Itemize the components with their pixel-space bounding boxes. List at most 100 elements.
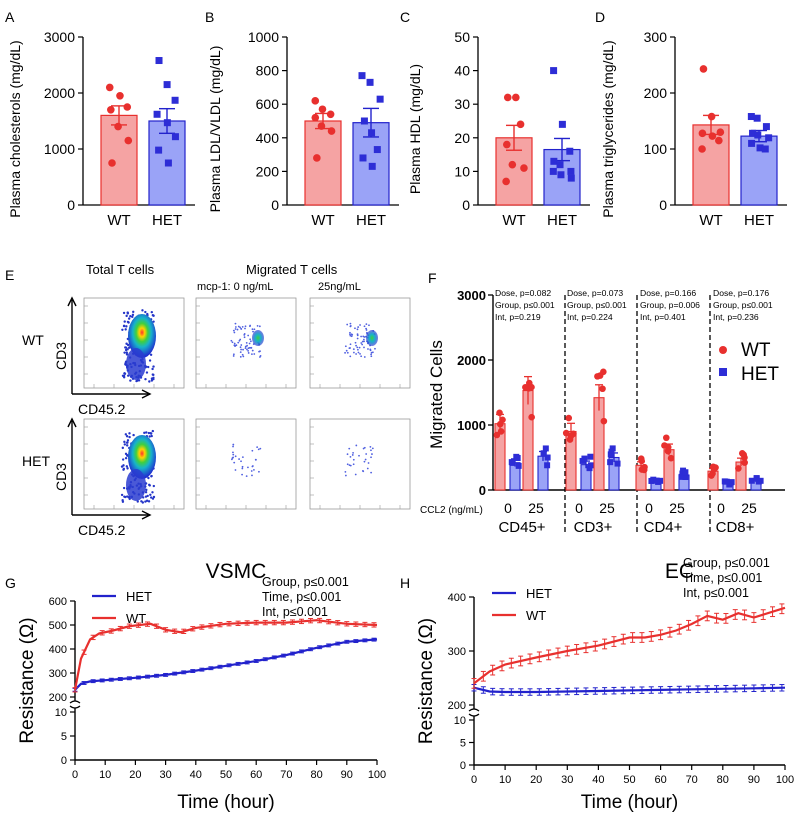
event-dot: [244, 347, 247, 350]
event-dot: [148, 380, 151, 383]
data-point-het: [373, 146, 381, 154]
event-dot: [258, 470, 260, 473]
data-point-het: [765, 134, 773, 142]
event-dot: [125, 353, 129, 356]
event-dot: [128, 435, 131, 439]
event-dot: [151, 314, 155, 317]
event-dot: [359, 352, 361, 355]
data-point-het: [749, 129, 757, 137]
event-dot: [123, 495, 126, 498]
data-point-het: [544, 454, 551, 461]
event-dot: [349, 334, 352, 337]
event-dot: [241, 325, 244, 328]
population-density: [128, 435, 156, 479]
y-tick-label: 200: [256, 163, 280, 179]
event-dot: [370, 353, 372, 356]
population-density: [128, 314, 156, 358]
event-dot: [150, 434, 153, 438]
event-dot: [129, 315, 132, 318]
event-dot: [244, 345, 247, 348]
x-tick-label: 80: [310, 769, 322, 781]
data-point-wt: [116, 92, 124, 100]
event-dot: [363, 460, 366, 463]
event-dot: [124, 456, 128, 460]
event-dot: [249, 325, 251, 328]
event-dot: [126, 454, 129, 457]
event-dot: [123, 443, 127, 446]
x-tick-label: WT: [107, 212, 130, 229]
legend-marker-het: [719, 368, 727, 376]
data-point-het: [678, 473, 685, 480]
event-dot: [352, 348, 355, 351]
event-dot: [346, 351, 349, 354]
x-tick-label: HET: [744, 212, 774, 229]
x-tick-label: HET: [356, 212, 386, 229]
data-point-wt: [708, 132, 717, 140]
data-point-het: [761, 145, 769, 153]
data-point-het: [753, 114, 761, 122]
event-dot: [374, 347, 376, 350]
stats-line: Int, p=0.219: [495, 312, 541, 322]
legend-label-wt: WT: [741, 340, 771, 361]
event-dot: [364, 458, 367, 461]
data-point-het: [762, 123, 770, 131]
axis-break: [69, 705, 81, 709]
event-dot: [240, 460, 242, 463]
data-point-het: [155, 146, 163, 154]
header-25: 25ng/mL: [318, 281, 361, 293]
stats-line: Group, p=0.006: [640, 300, 700, 310]
data-point-wt: [311, 113, 320, 122]
event-dot: [355, 444, 358, 447]
data-point-het: [748, 477, 755, 484]
event-dot: [144, 310, 147, 314]
event-dot: [370, 449, 372, 452]
event-dot: [349, 347, 351, 349]
panel-c: C 0 10 20 30 40 50 Plasma HDL (mg/dL) WT HET: [400, 9, 590, 229]
event-dot: [349, 464, 352, 467]
axis-label-cd45: CD45.2: [78, 522, 126, 538]
dose-tick-label: 0: [717, 500, 725, 516]
event-dot: [125, 495, 129, 498]
y-axis-label: Plasma LDL/VLDL (mg/dL): [207, 46, 223, 213]
data-point-wt: [667, 454, 675, 462]
data-point-het: [558, 120, 566, 128]
x-tick-label: 20: [530, 774, 542, 786]
series-line-het: [74, 638, 378, 691]
event-dot: [367, 462, 370, 464]
y-tick-label: 20: [454, 130, 470, 146]
event-dot: [370, 456, 372, 459]
dose-tick-label: 25: [528, 500, 544, 516]
data-point-wt: [105, 83, 114, 92]
dose-tick-label: 0: [575, 500, 583, 516]
data-point-wt: [512, 93, 520, 102]
event-dot: [366, 467, 369, 470]
arrow-head: [141, 389, 152, 399]
event-dot: [132, 433, 135, 437]
event-dot: [249, 340, 252, 343]
data-point-het: [608, 448, 615, 455]
data-point-wt: [562, 429, 570, 437]
y-tick-label: 300: [49, 668, 67, 680]
chart-title: EC: [665, 560, 694, 583]
event-dot: [251, 349, 254, 352]
panel-letter: G: [5, 575, 16, 591]
event-dot: [239, 351, 242, 354]
event-dot: [371, 453, 373, 455]
stats-line: Int, p≤0.001: [683, 586, 749, 600]
arrow-head: [67, 417, 77, 428]
event-dot: [244, 327, 246, 330]
y-tick-label: 0: [271, 197, 279, 213]
y-tick-label: 800: [256, 63, 280, 79]
event-dot: [257, 448, 260, 451]
event-dot: [243, 333, 246, 335]
data-point-wt: [528, 413, 535, 421]
y-tick-label: 0: [659, 197, 667, 213]
data-point-wt: [565, 414, 573, 422]
event-dot: [356, 346, 359, 349]
x-tick-label: 90: [341, 769, 353, 781]
event-dot: [349, 322, 352, 325]
event-dot: [371, 447, 374, 450]
data-point-het: [653, 477, 660, 484]
event-dot: [127, 346, 131, 349]
